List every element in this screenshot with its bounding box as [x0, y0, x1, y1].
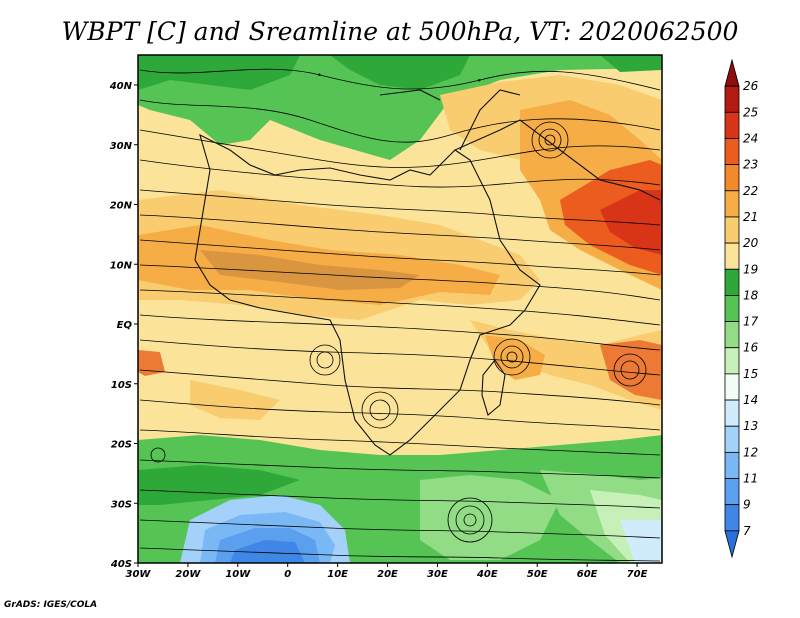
wbpt-band-20-sw	[190, 380, 280, 420]
map-panel	[138, 55, 662, 563]
colorbar-segment	[724, 373, 740, 401]
lat-tick-label: 40N	[109, 81, 133, 92]
lat-tick-label: 10N	[110, 260, 133, 271]
colorbar-label: 11	[743, 472, 758, 486]
colorbar-label: 13	[743, 419, 758, 433]
colorbar-segment	[724, 164, 740, 192]
lon-tick-label: 40E	[476, 569, 498, 580]
colorbar-segment	[724, 347, 740, 375]
colorbar-label: 20	[743, 236, 759, 250]
coastlines	[194, 89, 661, 456]
colorbar-segment	[724, 190, 740, 218]
streamlines	[139, 68, 661, 562]
wbpt-band-22-indian	[600, 340, 662, 400]
colorbar-label: 19	[743, 262, 758, 276]
colorbar-label: 24	[743, 131, 758, 145]
colorbar-segment	[724, 425, 740, 453]
wbpt-band-22-atlantic	[138, 350, 165, 376]
wbpt-band-9-sw	[230, 540, 305, 563]
wbpt-band-17-north-c	[600, 55, 662, 72]
colorbar-segment	[724, 216, 740, 244]
colorbar-segment	[724, 504, 740, 532]
lon-tick-label: 60E	[577, 569, 598, 580]
colorbar-segment	[724, 242, 740, 270]
lon-tick-label: 30W	[126, 569, 152, 580]
colorbar-label: 22	[743, 184, 758, 198]
colorbar-label: 17	[743, 315, 759, 329]
colorbar-label: 14	[743, 393, 758, 407]
lat-tick-label: 20N	[110, 201, 133, 212]
lon-tick-label: 50E	[527, 569, 548, 580]
lon-tick-label: 0	[284, 569, 291, 580]
lon-tick-label: 10E	[327, 569, 348, 580]
colorbar-segment	[724, 478, 740, 506]
lon-tick-label: 10W	[225, 569, 251, 580]
colorbar-label: 26	[743, 79, 759, 93]
colorbar-label: 18	[743, 288, 759, 302]
colorbar-segment	[724, 58, 740, 87]
colorbar-segment	[724, 399, 740, 427]
colorbar-label: 7	[743, 524, 751, 538]
lat-tick-label: 30N	[110, 141, 133, 152]
colorbar-label: 23	[743, 158, 758, 172]
colorbar-segment	[724, 321, 740, 349]
colorbar-label: 25	[743, 105, 758, 119]
lon-tick-label: 20W	[175, 569, 201, 580]
colorbar: 26 25 24 23 22 21 20 19 18 17 16 15 14 13 12 11 9 7	[724, 58, 759, 559]
colorbar-segment	[724, 138, 740, 166]
colorbar-segment	[724, 295, 740, 322]
colorbar-label: 12	[743, 445, 758, 459]
map-title: WBPT [C] and Sreamline at 500hPa, VT: 20…	[62, 17, 739, 46]
colorbar-segment	[724, 451, 740, 479]
wbpt-band-17-north	[138, 55, 300, 90]
lat-tick-label: EQ	[117, 320, 133, 331]
colorbar-segment	[724, 268, 740, 296]
credit-text: GrADS: IGES/COLA	[4, 600, 98, 610]
wbpt-band-22-sahel	[200, 250, 420, 290]
map-frame	[137, 54, 663, 564]
lon-tick-label: 70E	[627, 569, 648, 580]
lon-tick-label: 30E	[427, 569, 448, 580]
latitude-axis: 40N 30N 20N 10N EQ 10S 20S 30S 40S	[109, 81, 138, 570]
colorbar-label: 16	[743, 341, 759, 355]
colorbar-label: 15	[743, 367, 758, 381]
lat-tick-label: 40S	[110, 559, 132, 570]
lat-tick-label: 30S	[111, 499, 132, 510]
wbpt-band-16-south	[420, 475, 560, 560]
colorbar-segment	[724, 530, 740, 559]
longitude-axis: 30W 20W 10W 0 10E 20E 30E 40E 50E 60E 70E	[126, 563, 648, 580]
lat-tick-label: 10S	[111, 380, 132, 391]
lon-tick-label: 20E	[377, 569, 398, 580]
colorbar-label: 9	[743, 498, 751, 512]
lat-tick-label: 20S	[111, 440, 132, 451]
colorbar-segment	[724, 85, 740, 113]
colorbar-label: 21	[743, 210, 758, 224]
wbpt-band-14-south-e	[620, 520, 662, 563]
colorbar-segment	[724, 111, 740, 139]
wbpt-band-21-eddy	[485, 335, 545, 380]
